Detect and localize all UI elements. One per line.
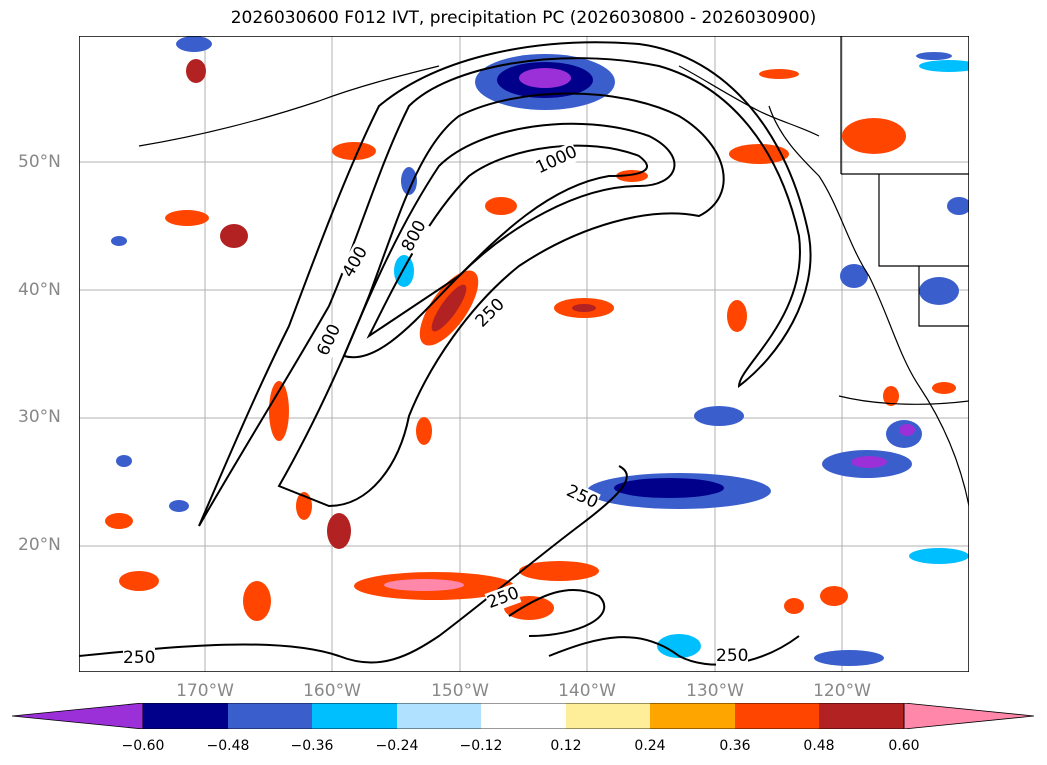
chart-title: 2026030600 F012 IVT, precipitation PC (2… — [230, 8, 817, 28]
lon-label-160w: 160°W — [303, 681, 361, 701]
colorbar-seg-3 — [312, 703, 397, 729]
colorbar-seg-7 — [650, 703, 735, 729]
colorbar-tick-3: −0.36 — [290, 738, 334, 754]
colorbar-extend-high — [903, 703, 1035, 729]
contour-label-250-e: 250 — [716, 646, 749, 666]
lon-label-170w: 170°W — [176, 681, 234, 701]
lat-label-50n: 50°N — [18, 152, 61, 172]
colorbar-tick-8: 0.36 — [719, 738, 751, 754]
colorbar-tick-10: 0.60 — [888, 738, 920, 754]
colorbar-seg-5 — [481, 703, 566, 729]
map-plot-area — [79, 36, 969, 672]
colorbar-tick-7: 0.24 — [634, 738, 666, 754]
coastlines — [138, 36, 969, 507]
lon-label-120w: 120°W — [813, 681, 871, 701]
lon-label-150w: 150°W — [431, 681, 489, 701]
colorbar-seg-4 — [397, 703, 481, 729]
contour-label-250-d: 250 — [123, 648, 156, 668]
colorbar-seg-2 — [228, 703, 312, 729]
colorbar-extend-low — [12, 703, 144, 729]
colorbar-seg-6 — [566, 703, 650, 729]
lat-label-20n: 20°N — [18, 535, 61, 555]
colorbar-seg-9 — [819, 703, 904, 729]
colorbar-tick-6: 0.12 — [550, 738, 582, 754]
colorbar-seg-1 — [143, 703, 228, 729]
colorbar-seg-8 — [735, 703, 819, 729]
lon-label-140w: 140°W — [558, 681, 616, 701]
lat-label-30n: 30°N — [18, 407, 61, 427]
colorbar — [12, 703, 1035, 729]
colorbar-tick-2: −0.48 — [206, 738, 250, 754]
colorbar-tick-1: −0.60 — [121, 738, 165, 754]
lon-label-130w: 130°W — [686, 681, 744, 701]
colorbar-tick-4: −0.24 — [375, 738, 419, 754]
colorbar-tick-5: −0.12 — [459, 738, 503, 754]
colorbar-tick-9: 0.48 — [803, 738, 835, 754]
precip-negative-areas — [111, 36, 969, 666]
precip-positive-areas — [105, 59, 956, 621]
lat-label-40n: 40°N — [18, 280, 61, 300]
